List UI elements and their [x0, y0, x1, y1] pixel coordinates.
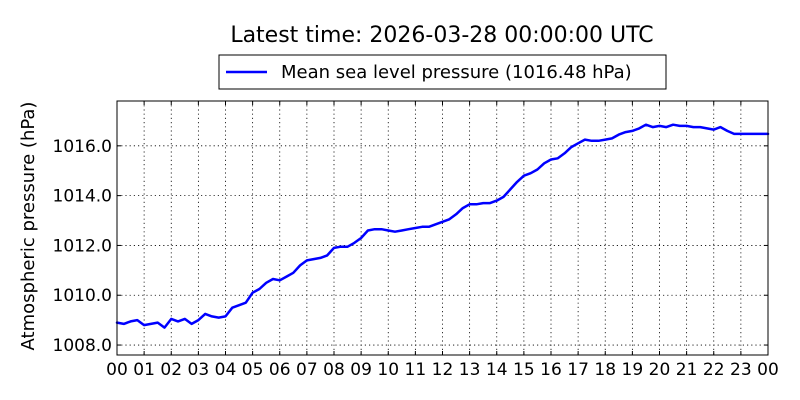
legend-box [218, 54, 667, 90]
y-tick-label: 1010.0 [53, 286, 112, 306]
legend: Mean sea level pressure (1016.48 hPa) [218, 54, 667, 90]
x-tick-label: 01 [133, 360, 155, 380]
legend-label: Mean sea level pressure (1016.48 hPa) [281, 62, 632, 83]
x-tick-label: 04 [215, 360, 237, 380]
x-tick-label: 00 [757, 360, 779, 380]
y-tick-label: 1012.0 [53, 236, 112, 256]
x-tick-label: 20 [649, 360, 671, 380]
x-tick-label: 02 [160, 360, 182, 380]
x-tick-label: 07 [296, 360, 318, 380]
y-tick-label: 1016.0 [53, 137, 112, 157]
x-tick-label: 19 [622, 360, 644, 380]
chart-title: Latest time: 2026-03-28 00:00:00 UTC [230, 23, 653, 48]
series-line-mean-sea-level-pressure [115, 123, 770, 329]
axis-ticks: 00 01 02 03 04 05 06 07 08 09 10 11 12 13 14 15 16 17 18 19… [53, 101, 779, 380]
x-tick-label: 18 [594, 360, 616, 380]
x-tick-label: 22 [703, 360, 725, 380]
plot-frame [116, 100, 769, 356]
x-tick-label: 10 [377, 360, 399, 380]
x-tick-label: 12 [432, 360, 454, 380]
x-tick-label: 05 [242, 360, 264, 380]
y-axis-label: Atmospheric pressure (hPa) [18, 102, 39, 351]
x-tick-label: 21 [676, 360, 698, 380]
x-tick-label: 08 [323, 360, 345, 380]
x-tick-label: 13 [459, 360, 481, 380]
x-tick-label: 14 [486, 360, 508, 380]
x-tick-label: 00 [106, 360, 128, 380]
x-tick-label: 16 [540, 360, 562, 380]
x-tick-label: 23 [730, 360, 752, 380]
x-tick-label: 15 [513, 360, 535, 380]
x-tick-label: 09 [350, 360, 372, 380]
x-tick-label: 17 [567, 360, 589, 380]
x-tick-label: 11 [405, 360, 427, 380]
x-tick-label: 06 [269, 360, 291, 380]
y-tick-label: 1014.0 [53, 187, 112, 207]
y-tick-label: 1008.0 [53, 336, 112, 356]
x-tick-label: 03 [188, 360, 210, 380]
